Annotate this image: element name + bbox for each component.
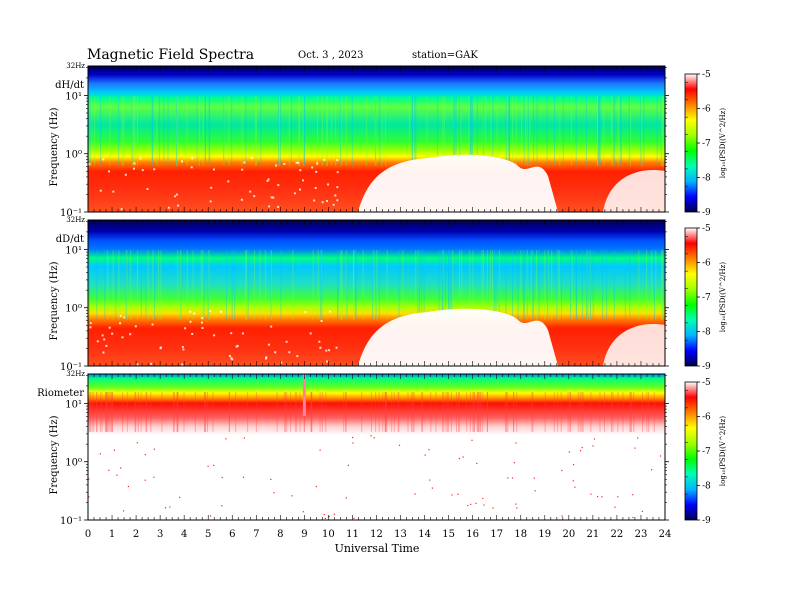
x-tick-label: 10 bbox=[322, 529, 335, 540]
quiet-region-late bbox=[603, 324, 665, 366]
y-tick-label: 10⁰ bbox=[65, 150, 82, 161]
colorbar-tick-label: -5 bbox=[702, 224, 711, 234]
panel-label: dD/dt bbox=[56, 234, 84, 245]
x-tick-label: 8 bbox=[277, 529, 283, 540]
quiet-region bbox=[358, 308, 558, 366]
y-tick-label: 10⁻¹ bbox=[60, 516, 82, 527]
x-tick-label: 22 bbox=[611, 529, 624, 540]
colorbar-scale bbox=[684, 381, 698, 521]
colorbar-tick-label: -7 bbox=[702, 139, 711, 149]
x-tick-label: 16 bbox=[466, 529, 479, 540]
x-tick-label: 19 bbox=[538, 529, 551, 540]
x-tick-label: 20 bbox=[562, 529, 575, 540]
colorbar-tick-label: -8 bbox=[702, 482, 711, 492]
spectrogram-image bbox=[88, 374, 665, 520]
x-tick-label: 24 bbox=[659, 529, 672, 540]
colorbar: -5 -6 -7 -8 -9 log₁₀(PSD((V^2/Hz) bbox=[684, 224, 727, 372]
y-tick-label: 10⁰ bbox=[65, 458, 82, 469]
y-top-label: 32Hz bbox=[66, 216, 85, 224]
colorbar-tick-label: -9 bbox=[702, 208, 711, 218]
x-tick-label: 5 bbox=[205, 529, 211, 540]
x-tick-label: 14 bbox=[418, 529, 431, 540]
colorbar-scale bbox=[684, 227, 698, 367]
x-tick-label: 17 bbox=[490, 529, 503, 540]
spectrogram-texture bbox=[89, 392, 655, 432]
date-label: Oct. 3 , 2023 bbox=[298, 50, 364, 61]
x-tick-label: 15 bbox=[442, 529, 455, 540]
colorbar-tick-label: -8 bbox=[702, 174, 711, 184]
y-tick-label: 10⁰ bbox=[65, 304, 82, 315]
y-axis-label: Frequency (Hz) bbox=[49, 107, 60, 186]
y-tick-label: 10¹ bbox=[65, 91, 82, 102]
spectrogram-texture bbox=[88, 96, 664, 166]
x-tick-label: 11 bbox=[346, 529, 359, 540]
colorbar-tick-label: -7 bbox=[702, 447, 711, 457]
colorbar-tick-label: -9 bbox=[702, 516, 711, 526]
quiet-region bbox=[358, 154, 558, 212]
x-tick-label: 21 bbox=[587, 529, 600, 540]
y-axis-label: Frequency (Hz) bbox=[49, 261, 60, 340]
colorbar-label: log₁₀(PSD((V^2/Hz) bbox=[719, 416, 727, 486]
colorbar-tick-label: -6 bbox=[702, 105, 711, 115]
x-tick-label: 3 bbox=[157, 529, 163, 540]
y-tick-label: 10⁻¹ bbox=[60, 362, 82, 373]
figure-title: Magnetic Field Spectra bbox=[87, 47, 254, 63]
x-tick-label: 23 bbox=[635, 529, 648, 540]
y-tick-label: 10¹ bbox=[65, 245, 82, 256]
colorbar: -5 -6 -7 -8 -9 log₁₀(PSD((V^2/Hz) bbox=[684, 70, 727, 218]
y-axis-label: Frequency (Hz) bbox=[49, 415, 60, 494]
colorbar-tick-label: -6 bbox=[702, 259, 711, 269]
colorbar-tick-label: -5 bbox=[702, 70, 711, 80]
y-tick-label: 10¹ bbox=[65, 399, 82, 410]
colorbar-tick-label: -9 bbox=[702, 362, 711, 372]
x-tick-label: 13 bbox=[394, 529, 407, 540]
colorbar-label: log₁₀(PSD((V^2/Hz) bbox=[719, 262, 727, 332]
quiet-region-late bbox=[603, 170, 665, 212]
colorbar-tick-label: -7 bbox=[702, 293, 711, 303]
x-tick-label: 4 bbox=[181, 529, 187, 540]
x-axis: 0 1 2 3 4 5 6 7 8 9 10 11 12 13 14 15 16 17 18 19 20 21 22 23 24 bbox=[85, 529, 672, 540]
x-tick-label: 12 bbox=[370, 529, 383, 540]
x-tick-label: 18 bbox=[514, 529, 527, 540]
colorbar-scale bbox=[684, 73, 698, 213]
x-tick-label: 0 bbox=[85, 529, 91, 540]
x-tick-label: 6 bbox=[229, 529, 235, 540]
colorbar: -5 -6 -7 -8 -9 log₁₀(PSD((V^2/Hz) bbox=[684, 378, 727, 526]
spectrogram-texture bbox=[88, 250, 664, 320]
station-label: station=GAK bbox=[412, 50, 478, 61]
panel-3: 10¹ 10⁰ 10⁻¹ 32Hz Riometer Frequency (Hz) -5 -6… bbox=[37, 370, 727, 527]
colorbar-tick-label: -5 bbox=[702, 378, 711, 388]
y-tick-label: 10⁻¹ bbox=[60, 208, 82, 219]
y-top-label: 32Hz bbox=[66, 370, 85, 378]
panel-label: Riometer bbox=[37, 388, 84, 399]
y-top-label: 32Hz bbox=[66, 62, 85, 70]
x-tick-label: 9 bbox=[301, 529, 307, 540]
colorbar-tick-label: -6 bbox=[702, 413, 711, 423]
riometer-spike bbox=[302, 374, 306, 416]
x-tick-label: 1 bbox=[109, 529, 115, 540]
colorbar-label: log₁₀(PSD((V^2/Hz) bbox=[719, 108, 727, 178]
x-tick-label: 7 bbox=[253, 529, 259, 540]
colorbar-tick-label: -8 bbox=[702, 328, 711, 338]
x-axis-label: Universal Time bbox=[335, 542, 420, 555]
panel-label: dH/dt bbox=[55, 80, 84, 91]
x-tick-label: 2 bbox=[133, 529, 139, 540]
